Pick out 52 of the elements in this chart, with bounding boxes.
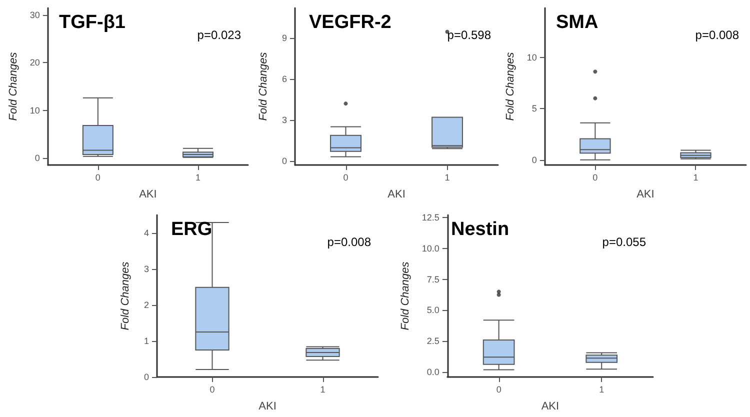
x-axis-title: AKI [258, 400, 276, 412]
y-tick-label: 20 [30, 58, 40, 68]
x-axis-title: AKI [541, 400, 560, 412]
x-tick-label: 1 [693, 172, 698, 182]
y-tick-label: 2.5 [426, 336, 440, 346]
x-tick-label: 0 [496, 384, 502, 394]
annotation: p=0.023 [197, 28, 242, 42]
y-tick-label: 3 [282, 114, 287, 125]
y-tick-label: 4 [144, 228, 149, 238]
y-axis-title: Fold Changes [8, 52, 20, 121]
y-tick-label: 7.5 [426, 274, 440, 284]
y-tick-label: 10 [30, 105, 40, 116]
y-tick-label: 0 [282, 156, 287, 166]
x-axis-title: AKI [388, 188, 406, 200]
y-axis-title: Fold Changes [120, 261, 132, 330]
chart-title: ERG [171, 219, 212, 240]
y-tick-label: 30 [30, 10, 40, 20]
y-axis-title: Fold Changes [258, 52, 270, 121]
annotation: p=0.008 [327, 235, 372, 249]
x-tick-label: 0 [592, 172, 598, 182]
x-tick-label: 0 [210, 384, 215, 394]
y-tick-label: 5 [532, 104, 537, 114]
y-tick-label: 10.0 [422, 243, 440, 254]
y-tick-label: 0 [532, 154, 537, 165]
y-tick-label: 12.5 [422, 212, 440, 222]
y-tick-label: 3 [144, 264, 149, 274]
y-tick-label: 1 [144, 336, 149, 346]
x-tick-label: 0 [343, 172, 348, 182]
y-tick-label: 10 [526, 52, 537, 62]
y-tick-label: 0.0 [426, 367, 440, 378]
annotation: p=0.598 [447, 28, 492, 42]
y-tick-label: 9 [282, 33, 287, 44]
x-tick-label: 1 [195, 172, 200, 182]
y-tick-label: 0 [144, 372, 149, 382]
x-tick-label: 1 [599, 384, 604, 394]
annotation: p=0.008 [695, 28, 740, 42]
chart-title: Nestin [451, 219, 510, 240]
x-axis-title: AKI [636, 188, 654, 200]
y-tick-label: 5.0 [426, 305, 440, 316]
y-tick-label: 0 [34, 152, 40, 163]
y-tick-label: 6 [282, 74, 287, 84]
y-axis-title: Fold Changes [504, 52, 516, 121]
chart-title: VEGFR-2 [309, 12, 392, 33]
chart-title: SMA [556, 12, 598, 33]
y-tick-label: 2 [144, 300, 149, 310]
annotation: p=0.055 [602, 235, 646, 249]
x-tick-label: 1 [320, 384, 326, 394]
x-tick-label: 0 [95, 172, 100, 182]
y-axis-title: Fold Changes [400, 261, 412, 330]
chart-title: TGF-β1 [59, 12, 126, 33]
x-tick-label: 1 [444, 172, 450, 182]
x-axis-title: AKI [139, 188, 157, 200]
